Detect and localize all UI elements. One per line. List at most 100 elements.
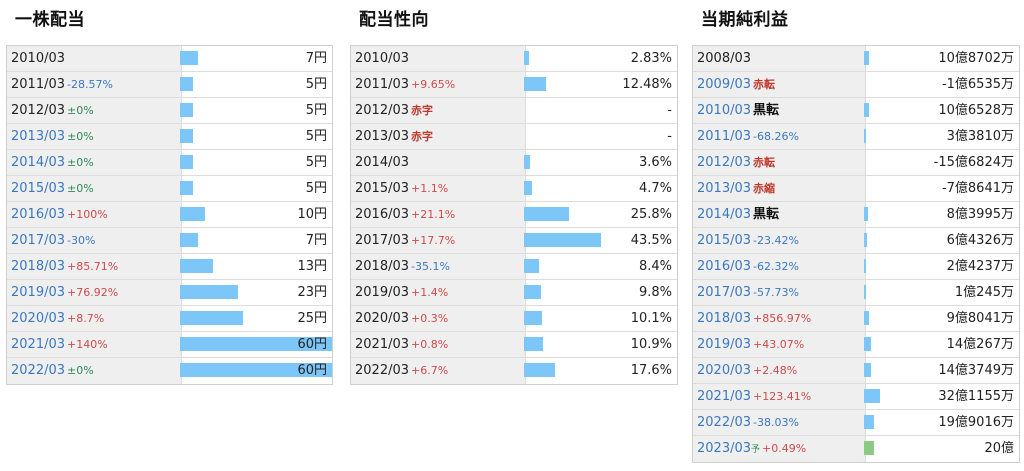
fiscal-year[interactable]: 2021/03 (697, 389, 752, 404)
value-text: 1億245万 (954, 285, 1014, 300)
row-label[interactable]: 2021/03 +123.41% (693, 384, 866, 409)
row-label[interactable]: 2020/03 +8.7% (7, 306, 182, 331)
row-label[interactable]: 2022/03 ±0% (7, 358, 182, 384)
fiscal-year[interactable]: 2021/03 (11, 337, 66, 352)
status-tag: 赤転 (753, 78, 776, 91)
fiscal-year[interactable]: 2011/03 (697, 129, 752, 144)
value-bar (864, 233, 867, 247)
value-cell: 3億3810万 (864, 124, 1019, 149)
fiscal-year[interactable]: 2014/03 (11, 155, 66, 170)
fiscal-year[interactable]: 2020/03 (697, 363, 752, 378)
change-rate: ±0% (67, 104, 94, 117)
table-row: 2020/03 +2.48% 14億3749万 (693, 358, 1019, 384)
row-label[interactable]: 2017/03 -30% (7, 228, 182, 253)
fiscal-year[interactable]: 2013/03 (11, 129, 66, 144)
table-row: 2019/03 +43.07% 14億267万 (693, 332, 1019, 358)
row-label[interactable]: 2017/03 -57.73% (693, 280, 866, 305)
fiscal-year[interactable]: 2018/03 (11, 259, 66, 274)
row-label[interactable]: 2021/03 +140% (7, 332, 182, 357)
fiscal-year[interactable]: 2019/03 (11, 285, 66, 300)
fiscal-year[interactable]: 2022/03 (697, 415, 752, 430)
table-row: 2016/03 +100% 10円 (7, 202, 332, 228)
status-tag: 赤転 (753, 156, 776, 169)
row-label[interactable]: 2011/03 -68.26% (693, 124, 866, 149)
value-cell: 5円 (180, 176, 332, 201)
value-bar (864, 389, 880, 403)
change-rate: +8.7% (67, 312, 105, 325)
row-label: 2020/03 +0.3% (351, 306, 526, 331)
value-cell: 2億4237万 (864, 254, 1019, 279)
row-label[interactable]: 2015/03 ±0% (7, 176, 182, 201)
row-label[interactable]: 2013/03 赤縮 (693, 176, 866, 201)
row-label[interactable]: 2020/03 +2.48% (693, 358, 866, 383)
row-label[interactable]: 2016/03 -62.32% (693, 254, 866, 279)
row-label[interactable]: 2010/03 黒転 (693, 98, 866, 123)
fiscal-year[interactable]: 2013/03 (697, 181, 752, 196)
row-label[interactable]: 2018/03 +856.97% (693, 306, 866, 331)
fiscal-year[interactable]: 2010/03 (697, 103, 752, 118)
row-label: 2011/03 -28.57% (7, 72, 182, 97)
fiscal-year[interactable]: 2016/03 (697, 259, 752, 274)
row-label[interactable]: 2023/03予 +0.49% (693, 436, 866, 462)
row-label[interactable]: 2014/03 黒転 (693, 202, 866, 227)
fiscal-year[interactable]: 2019/03 (697, 337, 752, 352)
fiscal-year[interactable]: 2022/03 (11, 363, 66, 378)
table-row: 2018/03 -35.1% 8.4% (351, 254, 677, 280)
row-label[interactable]: 2018/03 +85.71% (7, 254, 182, 279)
fiscal-year[interactable]: 2020/03 (11, 311, 66, 326)
value-text: 43.5% (630, 233, 672, 248)
row-label: 2012/03 赤字 (351, 98, 526, 123)
value-bar (524, 311, 542, 325)
fiscal-year[interactable]: 2023/03 (697, 441, 752, 456)
fiscal-year[interactable]: 2018/03 (697, 311, 752, 326)
fiscal-year[interactable]: 2012/03 (697, 155, 752, 170)
value-text: 14億3749万 (938, 363, 1014, 378)
row-label[interactable]: 2019/03 +43.07% (693, 332, 866, 357)
row-label[interactable]: 2012/03 赤転 (693, 150, 866, 175)
row-label[interactable]: 2014/03 ±0% (7, 150, 182, 175)
value-cell: 60円 (180, 332, 332, 357)
value-bar (864, 129, 866, 143)
fiscal-year: 2012/03 (355, 103, 410, 118)
row-label[interactable]: 2013/03 ±0% (7, 124, 182, 149)
fiscal-year[interactable]: 2015/03 (11, 181, 66, 196)
change-rate: +43.07% (753, 338, 805, 351)
fiscal-year[interactable]: 2017/03 (11, 233, 66, 248)
fiscal-year[interactable]: 2016/03 (11, 207, 66, 222)
value-text: 10億6528万 (938, 103, 1014, 118)
value-bar (864, 103, 869, 117)
row-label[interactable]: 2019/03 +76.92% (7, 280, 182, 305)
change-rate: +123.41% (753, 390, 812, 403)
value-cell: 5円 (180, 150, 332, 175)
value-bar (864, 207, 868, 221)
value-cell: - (524, 124, 677, 149)
row-label[interactable]: 2022/03 -38.03% (693, 410, 866, 435)
change-rate: +0.3% (411, 312, 449, 325)
table-row: 2022/03 +6.7% 17.6% (351, 358, 677, 384)
row-label: 2019/03 +1.4% (351, 280, 526, 305)
fiscal-year[interactable]: 2017/03 (697, 285, 752, 300)
fiscal-year: 2010/03 (11, 51, 66, 66)
value-cell: 43.5% (524, 228, 677, 253)
change-rate: -23.42% (753, 234, 799, 247)
row-label: 2011/03 +9.65% (351, 72, 526, 97)
table-row: 2013/03 ±0% 5円 (7, 124, 332, 150)
row-label[interactable]: 2016/03 +100% (7, 202, 182, 227)
value-cell: 5円 (180, 124, 332, 149)
value-text: 8.4% (638, 259, 672, 274)
fiscal-year[interactable]: 2009/03 (697, 77, 752, 92)
fiscal-year[interactable]: 2014/03 (697, 207, 752, 222)
value-cell: 14億267万 (864, 332, 1019, 357)
change-rate: +21.1% (411, 208, 456, 221)
row-label[interactable]: 2015/03 -23.42% (693, 228, 866, 253)
table-row: 2021/03 +123.41% 32億1155万 (693, 384, 1019, 410)
value-text: 8億3995万 (946, 207, 1014, 222)
row-label: 2008/03 (693, 46, 866, 71)
row-label[interactable]: 2009/03 赤転 (693, 72, 866, 97)
fiscal-year[interactable]: 2015/03 (697, 233, 752, 248)
payout-ratio-table: 2010/03 2.83% 2011/03 +9.65% 12.48% 2012/03 赤字… (350, 45, 678, 385)
table-row: 2014/03 3.6% (351, 150, 677, 176)
value-cell: 2.83% (524, 46, 677, 71)
value-cell: 10.1% (524, 306, 677, 331)
value-text: 5円 (305, 77, 327, 92)
